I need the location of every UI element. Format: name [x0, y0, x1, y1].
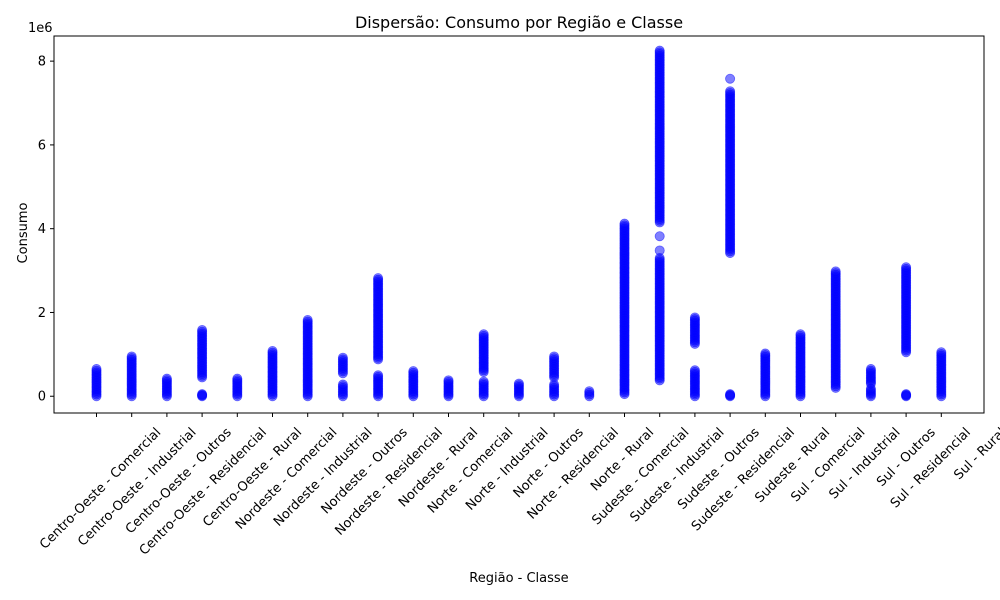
- data-point: [830, 266, 841, 277]
- data-point: [478, 376, 489, 387]
- data-point: [267, 346, 278, 357]
- data-point: [689, 365, 700, 376]
- data-point: [619, 218, 630, 229]
- data-point: [725, 86, 736, 97]
- y-axis-label: Consumo: [16, 203, 31, 264]
- data-point: [725, 389, 736, 400]
- data-point: [197, 389, 208, 400]
- data-points: [91, 45, 947, 402]
- y-axis-offset-label: 1e6: [28, 21, 53, 36]
- y-tick-label: 8: [38, 55, 46, 70]
- data-point: [901, 262, 912, 273]
- chart-title: Dispersão: Consumo por Região e Classe: [355, 13, 683, 32]
- data-point: [337, 379, 348, 390]
- data-point: [302, 315, 313, 326]
- data-point: [689, 312, 700, 323]
- data-point: [865, 364, 876, 375]
- data-point: [513, 378, 524, 389]
- y-tick-label: 2: [38, 306, 46, 321]
- data-point: [373, 273, 384, 284]
- y-axis-ticks: 0 2 4 6 8: [38, 55, 54, 405]
- data-point: [161, 373, 172, 384]
- data-point: [478, 329, 489, 340]
- data-point: [584, 386, 595, 397]
- data-point: [373, 370, 384, 381]
- data-point: [901, 389, 912, 400]
- data-point: [795, 329, 806, 340]
- data-point: [936, 347, 947, 358]
- data-point: [760, 348, 771, 359]
- data-point: [549, 351, 560, 362]
- data-point: [337, 352, 348, 363]
- data-point: [654, 231, 665, 242]
- data-point: [197, 325, 208, 336]
- data-point: [126, 351, 137, 362]
- plot-frame: [53, 35, 985, 414]
- y-tick-label: 6: [38, 138, 46, 153]
- y-tick-label: 4: [38, 222, 46, 237]
- data-point: [654, 245, 665, 256]
- data-point: [725, 73, 736, 84]
- x-axis-label: Região - Classe: [469, 571, 568, 586]
- data-point: [232, 373, 243, 384]
- data-point: [408, 366, 419, 377]
- data-point: [91, 364, 102, 375]
- y-tick-label: 0: [38, 390, 46, 405]
- data-point: [443, 375, 454, 386]
- data-point: [654, 45, 665, 56]
